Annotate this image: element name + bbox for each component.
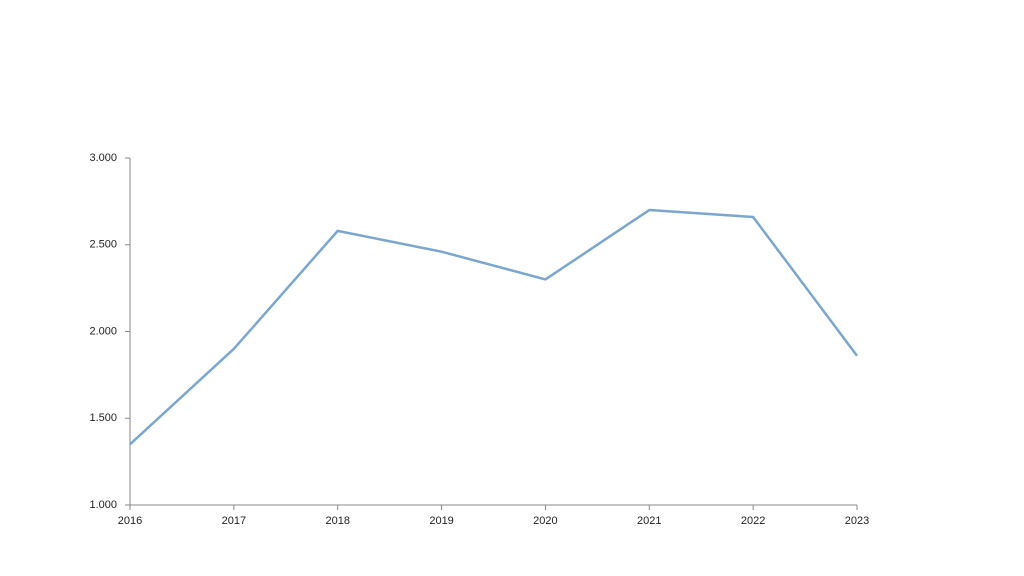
x-tick-label: 2023 — [845, 515, 869, 527]
y-tick-label: 1.000 — [89, 499, 117, 511]
y-tick-label: 2.000 — [89, 325, 117, 337]
line-series — [129, 208, 859, 446]
x-tick-label: 2018 — [325, 515, 349, 527]
x-tick-label: 2017 — [222, 515, 246, 527]
y-tick-label: 1.500 — [89, 412, 117, 424]
y-tick-label: 3.000 — [89, 152, 117, 164]
y-tick-label: 2.500 — [89, 239, 117, 251]
x-tick-label: 2019 — [429, 515, 453, 527]
x-tick-label: 2020 — [533, 515, 557, 527]
x-tick-label: 2022 — [741, 515, 765, 527]
x-tick-label: 2021 — [637, 515, 661, 527]
x-tick-label: 2016 — [118, 515, 142, 527]
